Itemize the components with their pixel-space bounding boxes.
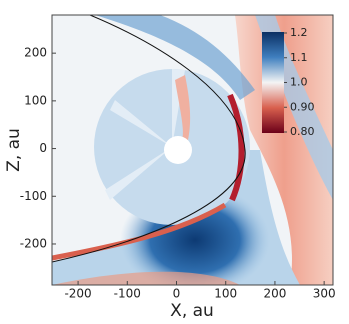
y-tick-label: -200 (20, 236, 47, 250)
field-region (95, 15, 255, 100)
field-region (52, 202, 227, 261)
colorbar (262, 32, 284, 133)
x-axis-title: X, au (170, 301, 214, 321)
x-tick-label: 300 (313, 287, 336, 301)
field-region (227, 93, 245, 202)
colorbar-tick-label: 0.90 (290, 100, 315, 113)
field (52, 15, 333, 285)
field-region (235, 15, 333, 285)
y-tick-label: 100 (24, 93, 47, 107)
plot-frame (51, 14, 334, 286)
x-tick-label: -200 (64, 287, 91, 301)
x-tick-label: 200 (263, 287, 286, 301)
x-tick-label: 100 (214, 287, 237, 301)
colorbar-tick-label: 0.80 (290, 125, 315, 138)
colorbar-tick-label: 1.0 (290, 76, 308, 89)
inner-boundary (164, 136, 192, 164)
y-axis-title: Z, au (4, 128, 24, 172)
bow-shock (52, 15, 246, 263)
x-tick-label: 0 (173, 287, 181, 301)
y-tick-label: 200 (24, 46, 47, 60)
colorbar-tick-label: 1.2 (290, 26, 308, 39)
y-tick-label: 0 (39, 141, 47, 155)
colorbar-tick-label: 1.1 (290, 51, 308, 64)
x-tick-label: -100 (114, 287, 141, 301)
y-tick-label: -100 (20, 189, 47, 203)
field-region (52, 271, 240, 285)
field-region (175, 75, 191, 140)
